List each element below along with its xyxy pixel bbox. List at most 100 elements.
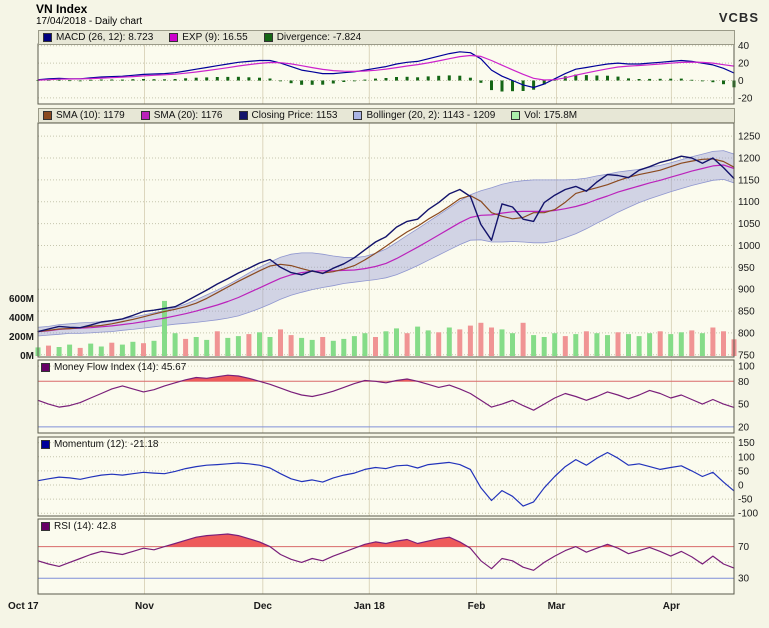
x-axis-label: Dec — [254, 601, 273, 612]
x-axis-label: Oct 17 — [8, 601, 39, 612]
x-axis-label: Feb — [468, 601, 486, 612]
volume-bar — [88, 343, 94, 356]
rsi-panel-bg — [38, 519, 734, 594]
macd-axis-label: -20 — [738, 93, 753, 104]
volume-axis-label: 200M — [9, 332, 34, 343]
volume-bar — [162, 300, 167, 356]
mfi-panel-border — [37, 359, 735, 434]
price-axis-label: 1000 — [738, 241, 761, 252]
price-panel-bg — [38, 123, 734, 357]
divergence-bar — [89, 79, 93, 81]
volume-axis-label: 600M — [9, 294, 34, 305]
volume-bar — [383, 331, 389, 356]
divergence-bar — [490, 80, 493, 91]
volume-bar — [109, 342, 115, 356]
divergence-bar — [416, 77, 420, 81]
price-axis-label: 800 — [738, 328, 755, 339]
closing-price-color-swatch — [238, 111, 248, 120]
page-title: VN Index — [36, 2, 88, 16]
volume-bar — [309, 339, 315, 356]
divergence-bar — [268, 78, 272, 81]
divergence-bar — [479, 80, 483, 83]
price-axis-label: 1100 — [738, 197, 760, 208]
volume-bar — [77, 347, 83, 356]
volume-bar — [119, 344, 125, 356]
bollinger-legend-item: Bollinger (20, 2): 1143 - 1209 — [353, 110, 495, 121]
divergence-color-swatch — [263, 33, 273, 42]
divergence-bar — [542, 80, 546, 85]
divergence-bar — [669, 78, 673, 81]
price-axis-label: 1150 — [738, 175, 760, 186]
divergence-bar — [458, 75, 462, 81]
volume-bar — [373, 337, 378, 356]
volume-bar — [404, 333, 410, 356]
closing-price-legend-item: Closing Price: 1153 — [238, 110, 337, 121]
macd-axis-label: 40 — [738, 41, 750, 52]
volume-bar — [425, 330, 431, 356]
brand-logo-text: VCBS — [718, 10, 759, 25]
divergence-bar — [279, 80, 282, 82]
mfi-legend: Money Flow Index (14): 45.67 — [41, 362, 186, 373]
mfi-axis-label: 50 — [738, 400, 750, 411]
divergence-bar — [658, 78, 662, 81]
divergence-bar — [374, 78, 377, 81]
divergence-bar — [68, 80, 72, 82]
volume-bar — [489, 327, 494, 356]
rsi-legend-label: RSI (14): 42.8 — [54, 521, 117, 532]
divergence-bar — [563, 76, 567, 81]
price-axis-label: 1050 — [738, 219, 761, 230]
volume-bar — [636, 336, 642, 356]
divergence-bar — [142, 79, 145, 81]
momentum-panel-bg — [38, 437, 734, 516]
volume-bar — [721, 331, 726, 356]
divergence-bar — [722, 80, 725, 85]
volume-bar — [689, 330, 695, 356]
divergence-bar — [194, 77, 198, 81]
volume-axis-label: 400M — [9, 313, 34, 324]
divergence-bar — [711, 80, 715, 83]
momentum-axis-label: 100 — [738, 452, 755, 463]
volume-bar — [267, 337, 273, 356]
divergence-bar — [595, 75, 599, 81]
divergence-bar — [352, 80, 356, 82]
volume-bar — [626, 334, 631, 356]
mfi-panel-bg — [38, 360, 734, 433]
sma20-line — [37, 164, 735, 333]
volume-bar — [605, 335, 610, 356]
volume-bar — [583, 331, 589, 356]
divergence-bar — [437, 75, 441, 81]
mfi-axis-label: 80 — [738, 377, 750, 388]
volume-bar — [541, 337, 547, 356]
volume-bar — [710, 327, 716, 356]
volume-bar — [98, 346, 104, 356]
exp-legend-label: EXP (9): 16.55 — [182, 32, 248, 43]
momentum-axis-label: 150 — [738, 438, 755, 449]
divergence-bar — [110, 79, 114, 81]
divergence-bar — [532, 80, 536, 90]
rsi-axis-label: 30 — [738, 574, 750, 585]
divergence-bar — [258, 77, 261, 81]
volume-bar — [457, 329, 463, 356]
x-axis-label: Jan 18 — [354, 601, 386, 612]
volume-bar — [130, 341, 136, 357]
volume-bar — [288, 335, 294, 356]
divergence-bar — [584, 75, 588, 81]
volume-bar — [330, 340, 336, 356]
price-axis-label: 850 — [738, 307, 755, 318]
macd-axis-label: 0 — [738, 76, 744, 87]
divergence-bar — [606, 75, 609, 81]
momentum-axis-label: 0 — [738, 481, 744, 492]
macd-line — [37, 51, 735, 89]
divergence-bar — [363, 79, 367, 81]
rsi-color-swatch — [41, 522, 50, 531]
price-axis-label: 750 — [738, 350, 755, 361]
volume-color-swatch — [511, 111, 521, 120]
rsi-line — [37, 533, 735, 571]
volume-bar — [46, 345, 51, 356]
divergence-bar — [616, 76, 620, 81]
divergence-legend-label: Divergence: -7.824 — [276, 32, 362, 43]
volume-bar — [699, 333, 705, 356]
divergence-bar — [627, 78, 630, 81]
volume-bar — [172, 333, 178, 356]
